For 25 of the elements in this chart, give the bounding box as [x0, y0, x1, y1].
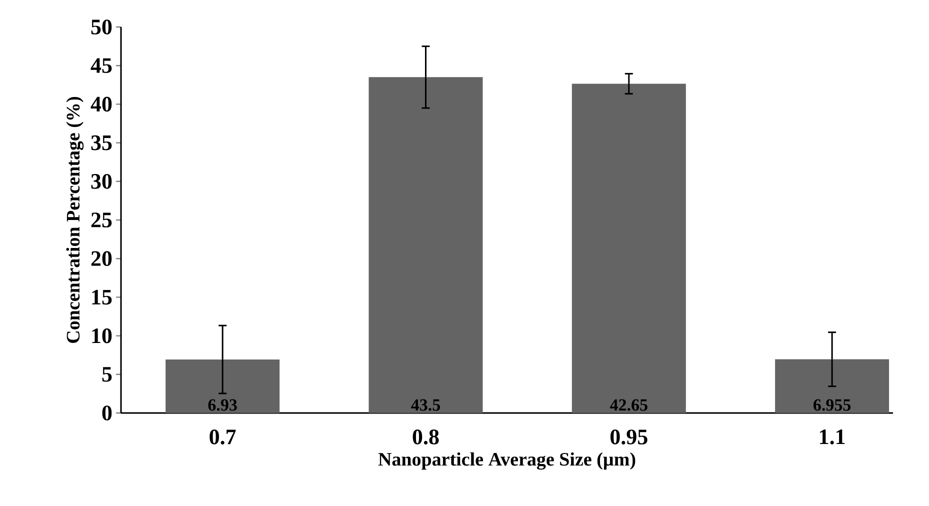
y-tick-label: 50 [91, 20, 112, 34]
y-tick-label: 30 [91, 174, 112, 189]
y-tick-label: 15 [92, 290, 112, 305]
y-tick-label: 35 [91, 135, 112, 150]
y-tick-label: 20 [91, 251, 112, 266]
y-tick-label: 40 [90, 96, 112, 112]
x-tick-label: 0.95 [610, 430, 648, 444]
x-tick-label: 0.7 [210, 430, 236, 444]
y-axis-title: Concentration Percentage (%) [66, 97, 84, 343]
y-tick-label: 25 [91, 212, 112, 228]
bar [572, 84, 686, 413]
x-tick-label: 0.8 [412, 430, 439, 444]
data-label: 6.955 [814, 399, 851, 411]
bar [166, 360, 280, 413]
data-label: 43.5 [411, 399, 440, 411]
y-tick-label: 5 [102, 367, 112, 382]
x-axis-title: Nanoparticle Average Size (µm) [378, 452, 636, 470]
x-tick-label: 1.1 [820, 430, 845, 444]
y-tick-label: 45 [90, 58, 112, 73]
data-label: 6.93 [208, 399, 237, 411]
bar [368, 77, 483, 413]
y-tick-label: 0 [102, 406, 112, 420]
y-tick-label: 10 [92, 328, 112, 344]
bar [775, 359, 890, 413]
data-label: 42.65 [610, 399, 648, 411]
